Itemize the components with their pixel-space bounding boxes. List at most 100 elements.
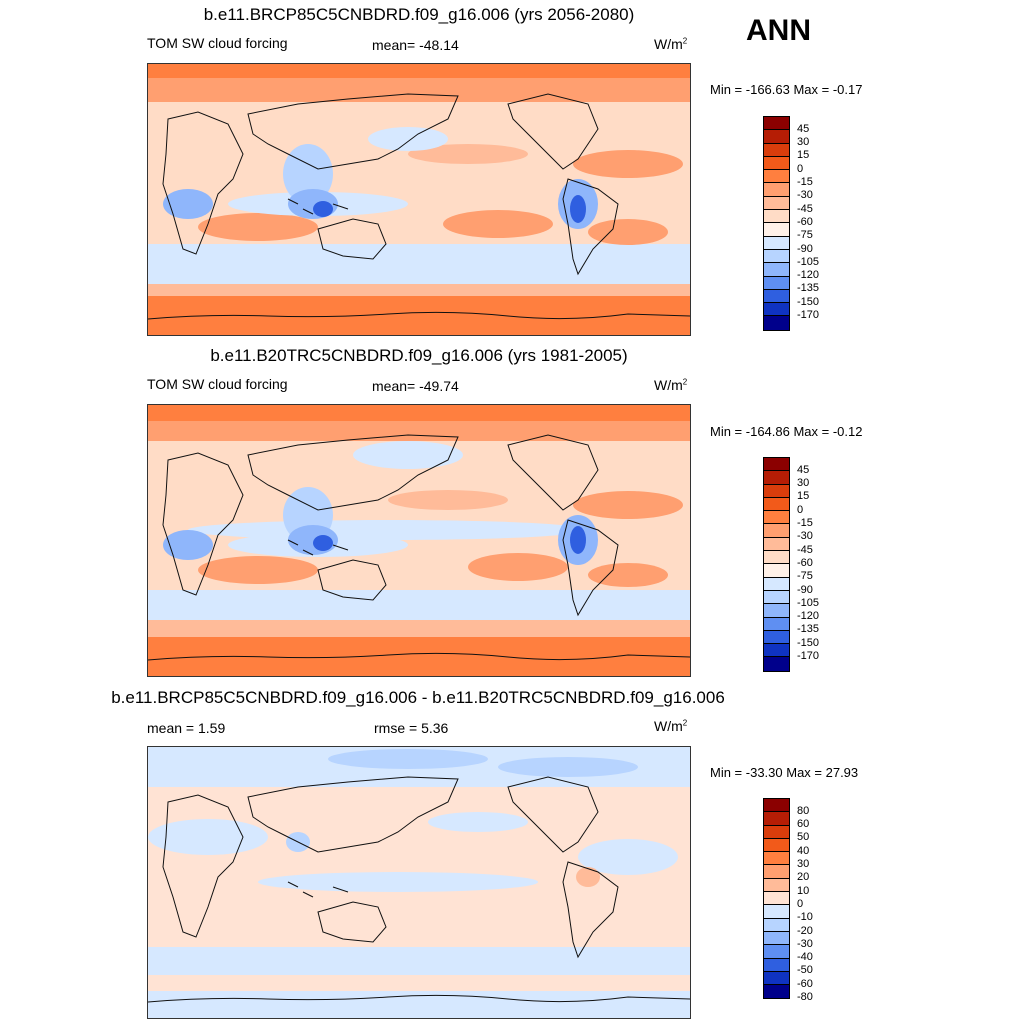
colorbar-swatch [764, 263, 789, 277]
colorbar-tick-label: 30 [797, 136, 810, 149]
colorbar-tick-label: -120 [797, 610, 820, 623]
colorbar-swatch [764, 551, 789, 565]
colorbar-tick-label: -170 [797, 309, 820, 321]
colorbar-swatch [764, 303, 789, 317]
colorbar-tick-label: -20 [797, 924, 813, 937]
colorbar-tick-label: -60 [797, 215, 813, 228]
panel-3-rmse-label: rmse = 5.36 [374, 720, 449, 736]
colorbar-tick-label: 0 [797, 897, 804, 910]
colorbar-swatch [764, 289, 789, 304]
panel-1-colorbar-swatches [763, 116, 790, 331]
colorbar-tick-label: -80 [797, 991, 813, 1003]
season-label: ANN [746, 14, 811, 47]
colorbar-tick-label: 15 [797, 490, 810, 503]
panel-3-coastlines [148, 776, 690, 1003]
colorbar-tick-label: -120 [797, 269, 820, 282]
panel-1-mean-label: mean= -48.14 [372, 37, 459, 53]
colorbar-swatch [764, 183, 789, 197]
colorbar-tick-label: -40 [797, 951, 813, 964]
colorbar-swatch [764, 985, 789, 999]
colorbar-swatch [764, 918, 789, 932]
colorbar-tick-label: -15 [797, 176, 813, 188]
panel-1-coastlines [148, 93, 690, 320]
panel-3-minmax: Min = -33.30 Max = 27.93 [710, 765, 859, 780]
colorbar-tick-label: -30 [797, 189, 813, 202]
colorbar-swatch [764, 812, 789, 826]
colorbar-tick-label: -135 [797, 282, 820, 295]
panel-1-units: W/m2 [654, 36, 688, 52]
panel-2-map-field [148, 405, 690, 676]
colorbar-swatch [764, 170, 789, 184]
panel-2-minmax: Min = -164.86 Max = -0.12 [710, 424, 863, 439]
colorbar-swatch [764, 316, 789, 330]
colorbar-swatch [764, 156, 789, 171]
panel-3-map [147, 746, 691, 1019]
colorbar-swatch [764, 537, 789, 552]
colorbar-swatch [764, 604, 789, 618]
colorbar-tick-label: 60 [797, 818, 810, 831]
panel-3-map-field [148, 747, 690, 1018]
colorbar-tick-label: -45 [797, 543, 813, 556]
colorbar-tick-label: -75 [797, 570, 813, 583]
panel-3-mean-label: mean = 1.59 [147, 720, 226, 736]
colorbar-tick-label: -90 [797, 242, 813, 255]
colorbar-swatch [764, 276, 789, 290]
colorbar-tick-label: -15 [797, 517, 813, 529]
colorbar-tick-label: -170 [797, 650, 820, 662]
colorbar-tick-label: 50 [797, 831, 810, 844]
panel-3-title: b.e11.BRCP85C5CNBDRD.f09_g16.006 - b.e11… [111, 688, 725, 707]
colorbar-swatch [764, 577, 789, 591]
colorbar-swatch [764, 564, 789, 578]
colorbar-tick-label: 80 [797, 804, 810, 817]
colorbar-tick-label: -60 [797, 977, 813, 990]
colorbar-tick-label: 0 [797, 162, 804, 175]
colorbar-swatch [764, 644, 789, 658]
colorbar-swatch [764, 799, 789, 813]
colorbar-swatch [764, 143, 789, 157]
colorbar-swatch [764, 497, 789, 512]
colorbar-swatch [764, 825, 789, 839]
colorbar-swatch [764, 196, 789, 211]
colorbar-tick-label: -30 [797, 530, 813, 543]
colorbar-swatch [764, 838, 789, 853]
panel-2-variable-label: TOM SW cloud forcing [147, 376, 288, 392]
colorbar-tick-label: 15 [797, 149, 810, 162]
colorbar-tick-label: -45 [797, 202, 813, 215]
colorbar-swatch [764, 236, 789, 250]
panel-2-mean-label: mean= -49.74 [372, 378, 459, 394]
colorbar-swatch [764, 130, 789, 144]
colorbar-tick-label: -105 [797, 255, 820, 268]
colorbar-swatch [764, 657, 789, 671]
panel-1-map [147, 63, 691, 336]
panel-1-variable-label: TOM SW cloud forcing [147, 35, 288, 51]
colorbar-swatch [764, 931, 789, 946]
colorbar-swatch [764, 484, 789, 498]
colorbar-swatch [764, 511, 789, 525]
colorbar-swatch [764, 971, 789, 986]
panel-1-minmax: Min = -166.63 Max = -0.17 [710, 82, 863, 97]
colorbar-tick-label: 30 [797, 858, 810, 870]
colorbar-tick-label: -150 [797, 636, 820, 649]
colorbar-tick-label: 45 [797, 463, 810, 476]
colorbar-swatch [764, 892, 789, 906]
colorbar-tick-label: 20 [797, 871, 810, 884]
panel-1-title: b.e11.BRCP85C5CNBDRD.f09_g16.006 (yrs 20… [203, 5, 635, 24]
colorbar-swatch [764, 458, 789, 472]
colorbar-tick-label: 10 [797, 884, 810, 897]
colorbar-swatch [764, 590, 789, 605]
colorbar-swatch [764, 958, 789, 972]
colorbar-swatch [764, 878, 789, 893]
colorbar-tick-label: -10 [797, 911, 813, 924]
panel-2-title: b.e11.B20TRC5CNBDRD.f09_g16.006 (yrs 198… [210, 346, 628, 365]
colorbar-tick-label: -90 [797, 583, 813, 596]
colorbar-tick-label: -60 [797, 556, 813, 569]
colorbar-tick-label: 40 [797, 844, 810, 857]
panel-3-colorbar-swatches [763, 798, 790, 1000]
colorbar-swatch [764, 223, 789, 237]
colorbar-tick-label: -105 [797, 596, 820, 609]
colorbar-tick-label: 45 [797, 122, 810, 135]
colorbar-tick-label: 30 [797, 477, 810, 490]
colorbar-tick-label: -135 [797, 623, 820, 636]
colorbar-swatch [764, 865, 789, 879]
colorbar-swatch [764, 905, 789, 919]
